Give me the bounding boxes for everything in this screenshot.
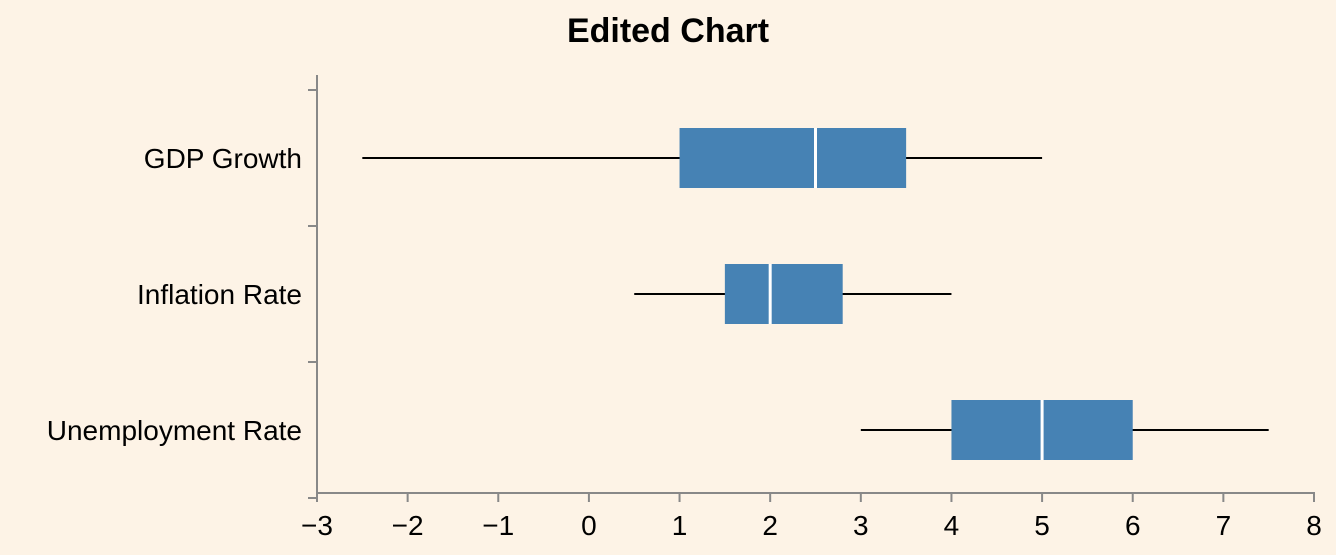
box-iqr (679, 128, 907, 188)
box-iqr (724, 264, 843, 324)
category-label: GDP Growth (144, 143, 302, 174)
x-tick-label: 2 (762, 510, 778, 541)
category-label: Unemployment Rate (47, 415, 302, 446)
x-tick-label: 6 (1125, 510, 1141, 541)
x-tick-label: −1 (482, 510, 514, 541)
x-tick-label: 7 (1216, 510, 1232, 541)
x-tick-label: 4 (944, 510, 960, 541)
x-tick-label: 5 (1034, 510, 1050, 541)
x-tick-label: 0 (581, 510, 597, 541)
x-tick-label: −2 (392, 510, 424, 541)
x-tick-label: 8 (1306, 510, 1322, 541)
x-tick-label: 1 (672, 510, 688, 541)
x-tick-label: 3 (853, 510, 869, 541)
x-tick-label: −3 (301, 510, 333, 541)
category-label: Inflation Rate (137, 279, 302, 310)
chart-title: Edited Chart (567, 12, 769, 50)
plot-area: −3 −2 −1 0 1 2 3 4 5 6 7 8 GDP Growth Inflation Rate U… (47, 75, 1322, 541)
